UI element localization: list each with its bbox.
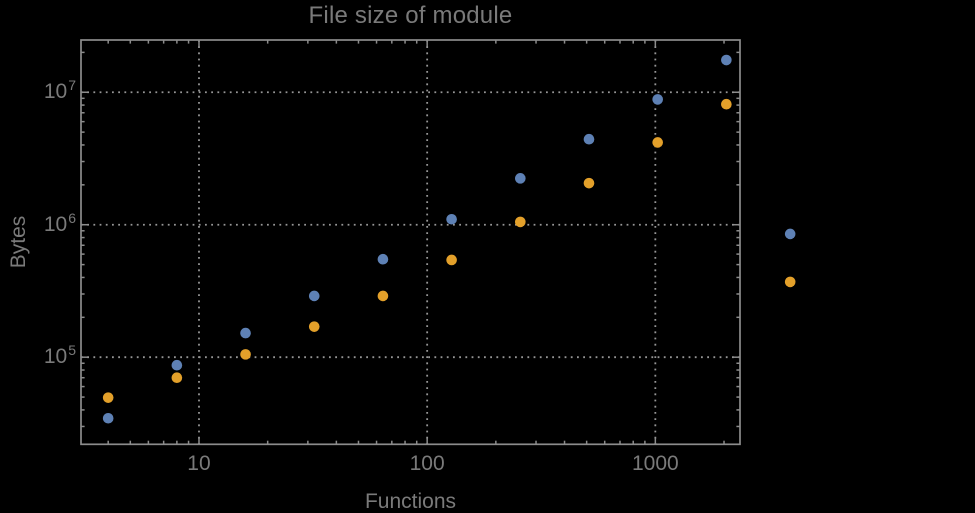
data-point-orange-series <box>240 349 251 360</box>
plot-frame <box>80 39 741 446</box>
y-tick-label: 106 <box>43 209 76 237</box>
data-point-blue-series <box>240 327 251 339</box>
data-point-blue-series <box>377 253 389 265</box>
data-point-orange-series <box>784 276 796 288</box>
y-tick-mantissa: 10 <box>43 345 68 369</box>
y-tick-exponent: 5 <box>68 342 76 359</box>
data-point-blue-series <box>171 359 183 371</box>
y-tick-label: 105 <box>43 342 76 369</box>
x-tick-label: 100 <box>409 452 445 475</box>
data-point-orange-series <box>721 98 732 110</box>
data-point-blue-series <box>446 213 457 225</box>
data-point-orange-series <box>102 392 114 403</box>
data-point-orange-series <box>377 290 389 302</box>
x-tick-label: 1000 <box>631 452 679 475</box>
data-point-blue-series <box>721 54 732 66</box>
data-point-blue-series <box>784 228 796 240</box>
chart-title: File size of module <box>308 2 513 29</box>
data-point-orange-series <box>652 137 663 148</box>
y-tick-label: 107 <box>43 77 76 104</box>
y-tick-exponent: 7 <box>68 77 76 94</box>
x-axis-label: Functions <box>364 490 457 513</box>
data-point-orange-series <box>583 177 595 189</box>
data-point-blue-series <box>515 173 526 184</box>
data-point-orange-series <box>446 254 457 266</box>
data-point-orange-series <box>515 216 526 228</box>
x-tick-label: 10 <box>187 452 211 475</box>
data-point-blue-series <box>583 133 595 145</box>
y-tick-exponent: 6 <box>68 209 76 226</box>
data-point-orange-series <box>171 372 183 384</box>
data-point-orange-series <box>308 321 320 332</box>
data-point-blue-series <box>102 412 114 424</box>
y-tick-mantissa: 10 <box>43 212 68 236</box>
data-point-blue-series <box>308 290 320 302</box>
data-point-blue-series <box>652 94 663 105</box>
y-tick-mantissa: 10 <box>43 80 68 104</box>
